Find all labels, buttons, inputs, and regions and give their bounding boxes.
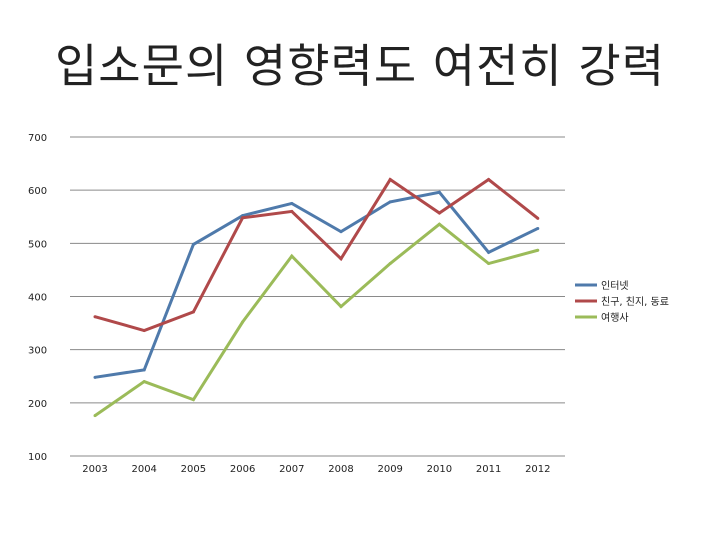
data-point: [290, 201, 294, 205]
data-point: [437, 190, 441, 194]
data-point: [536, 226, 540, 230]
data-point: [487, 178, 491, 182]
y-tick-label: 300: [28, 346, 47, 357]
data-point: [142, 368, 146, 372]
data-point: [487, 250, 491, 254]
data-point: [339, 230, 343, 234]
x-axis-ticks: 2003 2004 2005 2006 2007 2008 2009 2010 2011 2012: [82, 464, 550, 475]
legend-label-1: 친구, 친지, 동료: [601, 296, 669, 308]
data-point: [93, 375, 97, 379]
data-point: [388, 178, 392, 182]
grid-lines: [70, 136, 565, 457]
x-tick-label: 2012: [525, 464, 550, 475]
legend-label-0: 인터넷: [601, 280, 629, 292]
y-tick-label: 700: [28, 133, 47, 144]
x-tick-label: 2009: [377, 464, 402, 475]
data-point: [191, 242, 195, 246]
data-point: [536, 216, 540, 220]
page-title: 입소문의 영향력도 여전히 강력: [54, 39, 666, 93]
data-point: [290, 254, 294, 258]
y-tick-label: 500: [28, 239, 47, 250]
data-point: [191, 398, 195, 402]
data-point: [241, 320, 245, 324]
data-point: [241, 216, 245, 220]
series-line-2: [94, 222, 539, 417]
series-line-1: [94, 177, 539, 333]
x-tick-label: 2006: [230, 464, 255, 475]
x-tick-label: 2004: [131, 464, 156, 475]
y-tick-label: 600: [28, 186, 47, 197]
data-point: [93, 315, 97, 319]
data-point: [142, 329, 146, 333]
data-point: [339, 257, 343, 261]
data-point: [487, 262, 491, 266]
data-point: [536, 248, 540, 252]
y-tick-label: 100: [28, 452, 47, 463]
data-point: [388, 200, 392, 204]
x-tick-label: 2005: [181, 464, 206, 475]
x-tick-label: 2008: [328, 464, 353, 475]
data-point: [93, 414, 97, 418]
data-point: [437, 222, 441, 226]
series-line-0: [94, 190, 539, 379]
data-point: [437, 211, 441, 215]
x-tick-label: 2003: [82, 464, 107, 475]
data-point: [290, 209, 294, 213]
x-tick-label: 2007: [279, 464, 304, 475]
x-tick-label: 2011: [476, 464, 501, 475]
x-tick-label: 2010: [427, 464, 452, 475]
series-lines: [93, 177, 540, 418]
y-axis-ticks: 700 600 500 400 300 200 100: [28, 133, 47, 463]
data-point: [388, 262, 392, 266]
data-point: [142, 380, 146, 384]
data-point: [191, 310, 195, 314]
y-tick-label: 200: [28, 399, 47, 410]
data-point: [339, 305, 343, 309]
y-tick-label: 400: [28, 293, 47, 304]
legend-label-2: 여행사: [601, 312, 629, 324]
